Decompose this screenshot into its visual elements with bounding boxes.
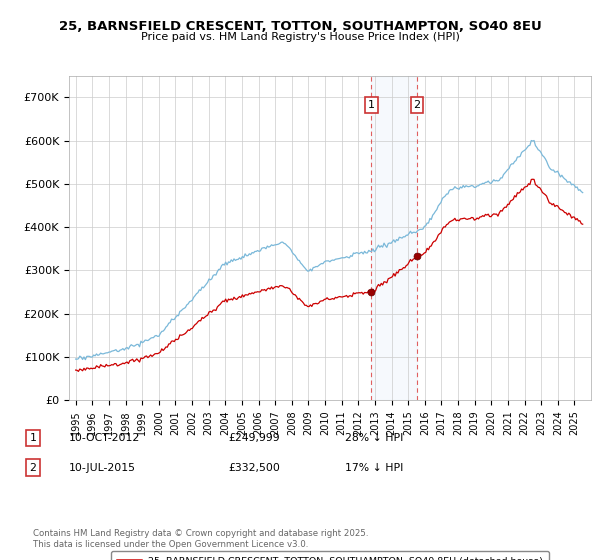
Text: 2: 2: [413, 100, 421, 110]
Text: £332,500: £332,500: [228, 463, 280, 473]
Text: 1: 1: [368, 100, 375, 110]
Text: Price paid vs. HM Land Registry's House Price Index (HPI): Price paid vs. HM Land Registry's House …: [140, 32, 460, 43]
Bar: [371, 76, 417, 400]
Legend: 25, BARNSFIELD CRESCENT, TOTTON, SOUTHAMPTON, SO40 8EU (detached house), HPI: Av: 25, BARNSFIELD CRESCENT, TOTTON, SOUTHAM…: [112, 551, 548, 560]
Text: 28% ↓ HPI: 28% ↓ HPI: [345, 433, 403, 443]
Text: Contains HM Land Registry data © Crown copyright and database right 2025.
This d: Contains HM Land Registry data © Crown c…: [33, 529, 368, 549]
Text: £249,999: £249,999: [228, 433, 280, 443]
Text: 10-JUL-2015: 10-JUL-2015: [69, 463, 136, 473]
Text: 10-OCT-2012: 10-OCT-2012: [69, 433, 140, 443]
Text: 2: 2: [29, 463, 37, 473]
Text: 25, BARNSFIELD CRESCENT, TOTTON, SOUTHAMPTON, SO40 8EU: 25, BARNSFIELD CRESCENT, TOTTON, SOUTHAM…: [59, 20, 541, 32]
Text: 17% ↓ HPI: 17% ↓ HPI: [345, 463, 403, 473]
Text: 1: 1: [29, 433, 37, 443]
